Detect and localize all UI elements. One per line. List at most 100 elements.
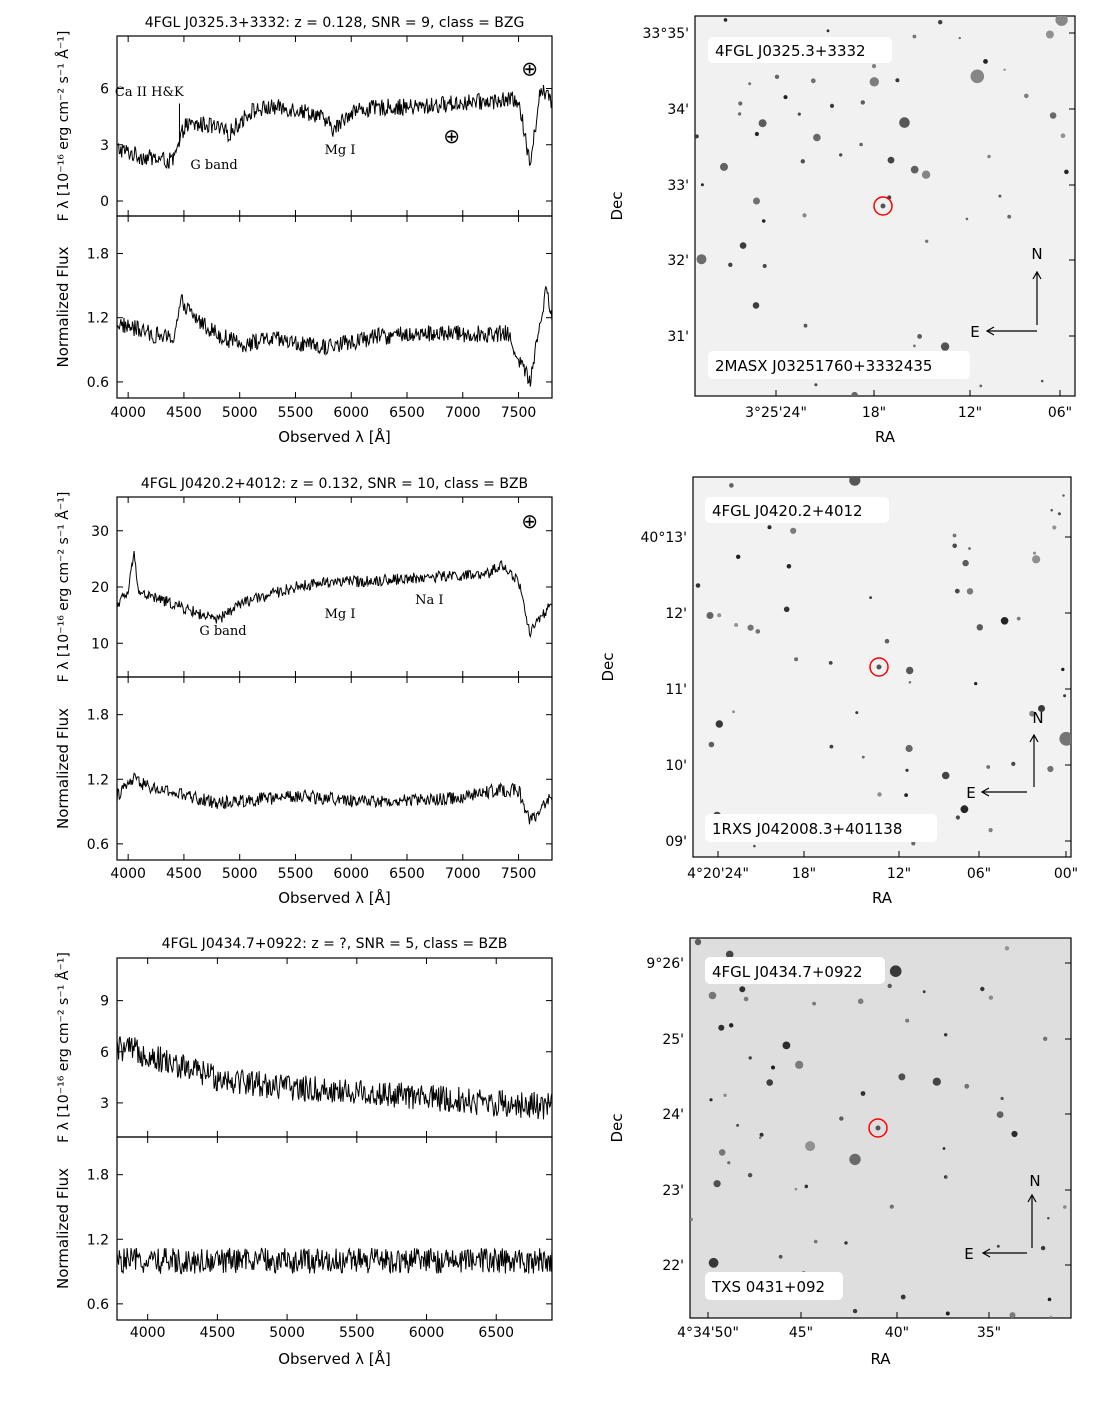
field-star [1063, 694, 1067, 698]
field-star [814, 383, 818, 387]
compass-n-label: N [1031, 245, 1042, 263]
field-star [932, 1077, 941, 1086]
norm-y-tick-label: 1.2 [87, 772, 109, 788]
source-label-box [708, 37, 892, 63]
dec-tick-label: 32' [667, 253, 689, 269]
field-star [786, 564, 792, 569]
normalized-spectrum-line [117, 1247, 552, 1275]
compass-e-label: E [966, 784, 975, 802]
field-star [1011, 1130, 1018, 1138]
field-star [895, 78, 900, 83]
compass-north-arrowhead [1029, 733, 1039, 743]
ra-tick-label: 3°25'24" [745, 405, 807, 421]
field-star [1057, 512, 1061, 516]
norm-y-tick-label: 1.8 [87, 1168, 109, 1184]
field-star [958, 36, 961, 40]
field-star [1003, 68, 1006, 72]
x-tick-label: 6000 [333, 866, 369, 882]
field-star [718, 1149, 726, 1156]
spectrum-panel-2: 4FGL J0420.2+4012: z = 0.132, SNR = 10, … [54, 476, 553, 907]
flux-y-tick-label: 0 [100, 194, 109, 210]
norm-y-tick-label: 0.6 [87, 375, 109, 391]
field-star [694, 938, 702, 946]
field-star [952, 533, 957, 538]
field-star [700, 183, 704, 187]
field-star [1000, 617, 1009, 625]
x-tick-label: 5000 [222, 405, 258, 421]
field-star [1032, 555, 1041, 564]
telluric-marker: ⊕ [521, 56, 538, 80]
x-axis-label: Observed λ [Å] [278, 1349, 391, 1368]
field-star [964, 1083, 970, 1089]
flux-spectrum-line [117, 85, 552, 169]
field-star [988, 828, 993, 833]
field-star [912, 34, 917, 39]
flux-y-tick-label: 3 [100, 1096, 109, 1112]
norm-y-tick-label: 1.8 [87, 708, 109, 724]
sky-image-panel-2: 4FGL J0420.2+4012 1RXS J042008.3+401138 N E… [599, 476, 1078, 907]
field-star [954, 588, 960, 594]
field-star [1055, 16, 1068, 26]
norm-y-tick-label: 1.2 [87, 1232, 109, 1248]
field-star [983, 59, 988, 64]
x-tick-label: 6500 [389, 866, 425, 882]
field-star [884, 638, 890, 644]
field-star [905, 768, 909, 772]
x-tick-label: 5500 [278, 866, 314, 882]
field-star [753, 197, 760, 205]
field-star [925, 239, 929, 243]
flux-axes-frame [116, 496, 553, 678]
field-star [906, 666, 914, 675]
field-star [945, 1311, 950, 1316]
normalized-spectrum-line [117, 772, 552, 825]
norm-y-tick-label: 1.8 [87, 246, 109, 262]
field-star [804, 1184, 809, 1189]
field-star [797, 112, 801, 116]
flux-y-tick-label: 3 [100, 138, 109, 154]
dec-tick-label: 9°26' [646, 956, 684, 972]
source-label-box [705, 957, 885, 984]
field-star [723, 1093, 727, 1098]
field-star [1000, 1096, 1004, 1101]
field-star [696, 254, 707, 265]
ra-tick-label: 12" [958, 405, 982, 421]
norm-y-tick-label: 0.6 [87, 837, 109, 853]
field-star [887, 983, 892, 989]
sky-image-frame [694, 15, 1076, 397]
field-star [899, 117, 910, 128]
x-axis-label: Observed λ [Å] [278, 427, 391, 446]
field-star [952, 543, 957, 549]
field-star [736, 1123, 740, 1127]
normalized-spectrum-line [117, 286, 552, 387]
field-star [783, 95, 788, 100]
field-star [800, 159, 805, 164]
field-star [708, 1257, 719, 1268]
field-star [1047, 1217, 1050, 1220]
target-source [880, 203, 886, 209]
field-star [1007, 214, 1012, 219]
dec-axis-label: Dec [608, 191, 626, 220]
line-annotation: Mg I [325, 143, 356, 158]
flux-y-axis-label: F λ [10⁻¹⁶ erg cm⁻² s⁻¹ Å⁻¹] [55, 952, 72, 1143]
dec-tick-label: 12' [665, 606, 687, 622]
field-star [904, 793, 908, 797]
counterpart-label: 1RXS J042008.3+401138 [712, 820, 902, 838]
field-star [1049, 1315, 1053, 1318]
field-star [955, 815, 961, 820]
dec-axis-label: Dec [599, 652, 617, 681]
field-star [794, 657, 799, 662]
norm-y-tick-label: 1.2 [87, 311, 109, 327]
field-star [774, 74, 780, 80]
field-star [695, 134, 699, 139]
flux-spectrum-line [117, 1036, 552, 1120]
dec-tick-label: 40°13' [641, 530, 687, 546]
field-star [1043, 1036, 1048, 1042]
field-star [839, 1116, 844, 1121]
field-star [851, 391, 858, 396]
field-star [708, 741, 715, 748]
field-star [869, 77, 879, 87]
field-star [887, 156, 895, 164]
dec-tick-label: 11' [665, 682, 687, 698]
field-star [790, 527, 797, 534]
counterpart-label: 2MASX J03251760+3332435 [715, 357, 932, 375]
